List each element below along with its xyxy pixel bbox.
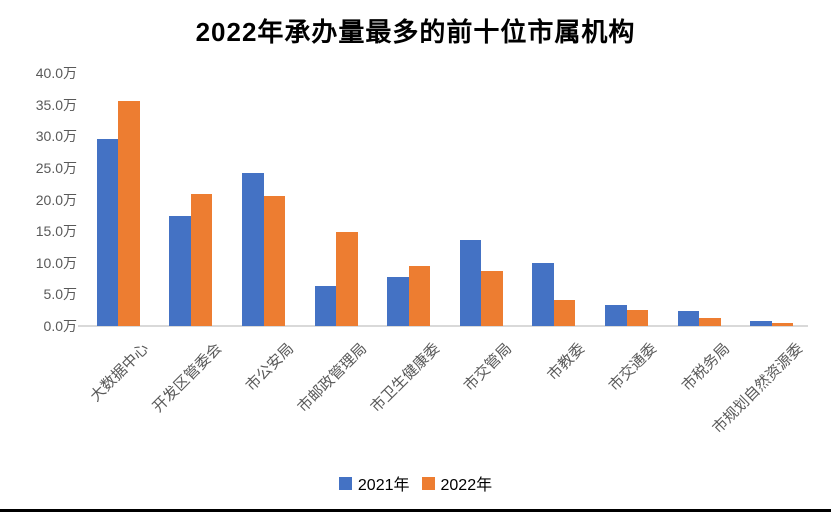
y-tick-label: 25.0万 <box>35 159 77 176</box>
y-tick-label: 35.0万 <box>35 96 77 113</box>
bar-2021年-市邮政管理局 <box>314 286 337 326</box>
x-axis-label-市卫生健康委: 市卫生健康委 <box>367 340 443 416</box>
y-tick-label: 0.0万 <box>43 318 77 334</box>
y-tick-label: 15.0万 <box>35 223 77 240</box>
bar-2022年-市税务局 <box>699 317 721 326</box>
x-axis-label-大数据中心: 大数据中心 <box>87 340 153 406</box>
bar-2021年-市公安局 <box>242 172 264 326</box>
x-axis-label-市公安局: 市公安局 <box>243 340 298 395</box>
x-axis-label-市教委: 市教委 <box>544 340 589 384</box>
legend-label-2021: 2021年 <box>357 477 410 494</box>
bar-2022年-市规划自然资源委 <box>771 322 794 326</box>
legend-item-2021: 2021年 <box>338 471 410 495</box>
x-axis-label-市交通委: 市交通委 <box>606 340 661 395</box>
bar-2021年-市税务局 <box>677 311 700 326</box>
chart-legend: 2021年 2022年 <box>0 471 831 495</box>
bar-2022年-市卫生健康委 <box>408 265 431 326</box>
y-tick-label: 10.0万 <box>35 254 77 271</box>
bottom-rule <box>0 509 831 512</box>
bar-2021年-市教委 <box>532 263 554 326</box>
bar-2021年-大数据中心 <box>96 139 119 326</box>
chart-title: 2022年承办量最多的前十位市属机构 <box>195 17 636 47</box>
bar-2022年-市邮政管理局 <box>336 232 358 326</box>
bar-2021年-开发区管委会 <box>169 215 191 326</box>
bar-2022年-开发区管委会 <box>190 194 213 326</box>
bar-2022年-市教委 <box>553 300 576 326</box>
legend-item-2022: 2022年 <box>421 471 493 495</box>
x-axis-label-开发区管委会: 开发区管委会 <box>149 340 226 416</box>
x-axis-label-市税务局: 市税务局 <box>678 340 734 395</box>
x-axis-label-市邮政管理局: 市邮政管理局 <box>294 340 371 416</box>
y-tick-label: 20.0万 <box>35 191 77 208</box>
bar-2021年-市交管局 <box>459 239 482 326</box>
legend-swatch-2022-icon <box>421 476 435 490</box>
legend-label-2022: 2022年 <box>440 477 493 494</box>
bar-2022年-大数据中心 <box>118 101 140 326</box>
bar-2021年-市交通委 <box>605 305 627 326</box>
bar-2021年-市规划自然资源委 <box>750 320 772 326</box>
bar-2022年-市公安局 <box>263 196 285 326</box>
x-axis-label-市交管局: 市交管局 <box>460 340 516 395</box>
x-axis-line <box>78 325 808 327</box>
legend-swatch-2021-icon <box>338 476 352 490</box>
y-tick-label: 5.0万 <box>43 286 77 303</box>
y-tick-label: 30.0万 <box>35 128 77 145</box>
bar-2022年-市交通委 <box>626 309 648 326</box>
y-tick-label: 40.0万 <box>35 65 77 81</box>
bar-2021年-市卫生健康委 <box>387 276 409 326</box>
bar-2022年-市交管局 <box>481 270 503 326</box>
